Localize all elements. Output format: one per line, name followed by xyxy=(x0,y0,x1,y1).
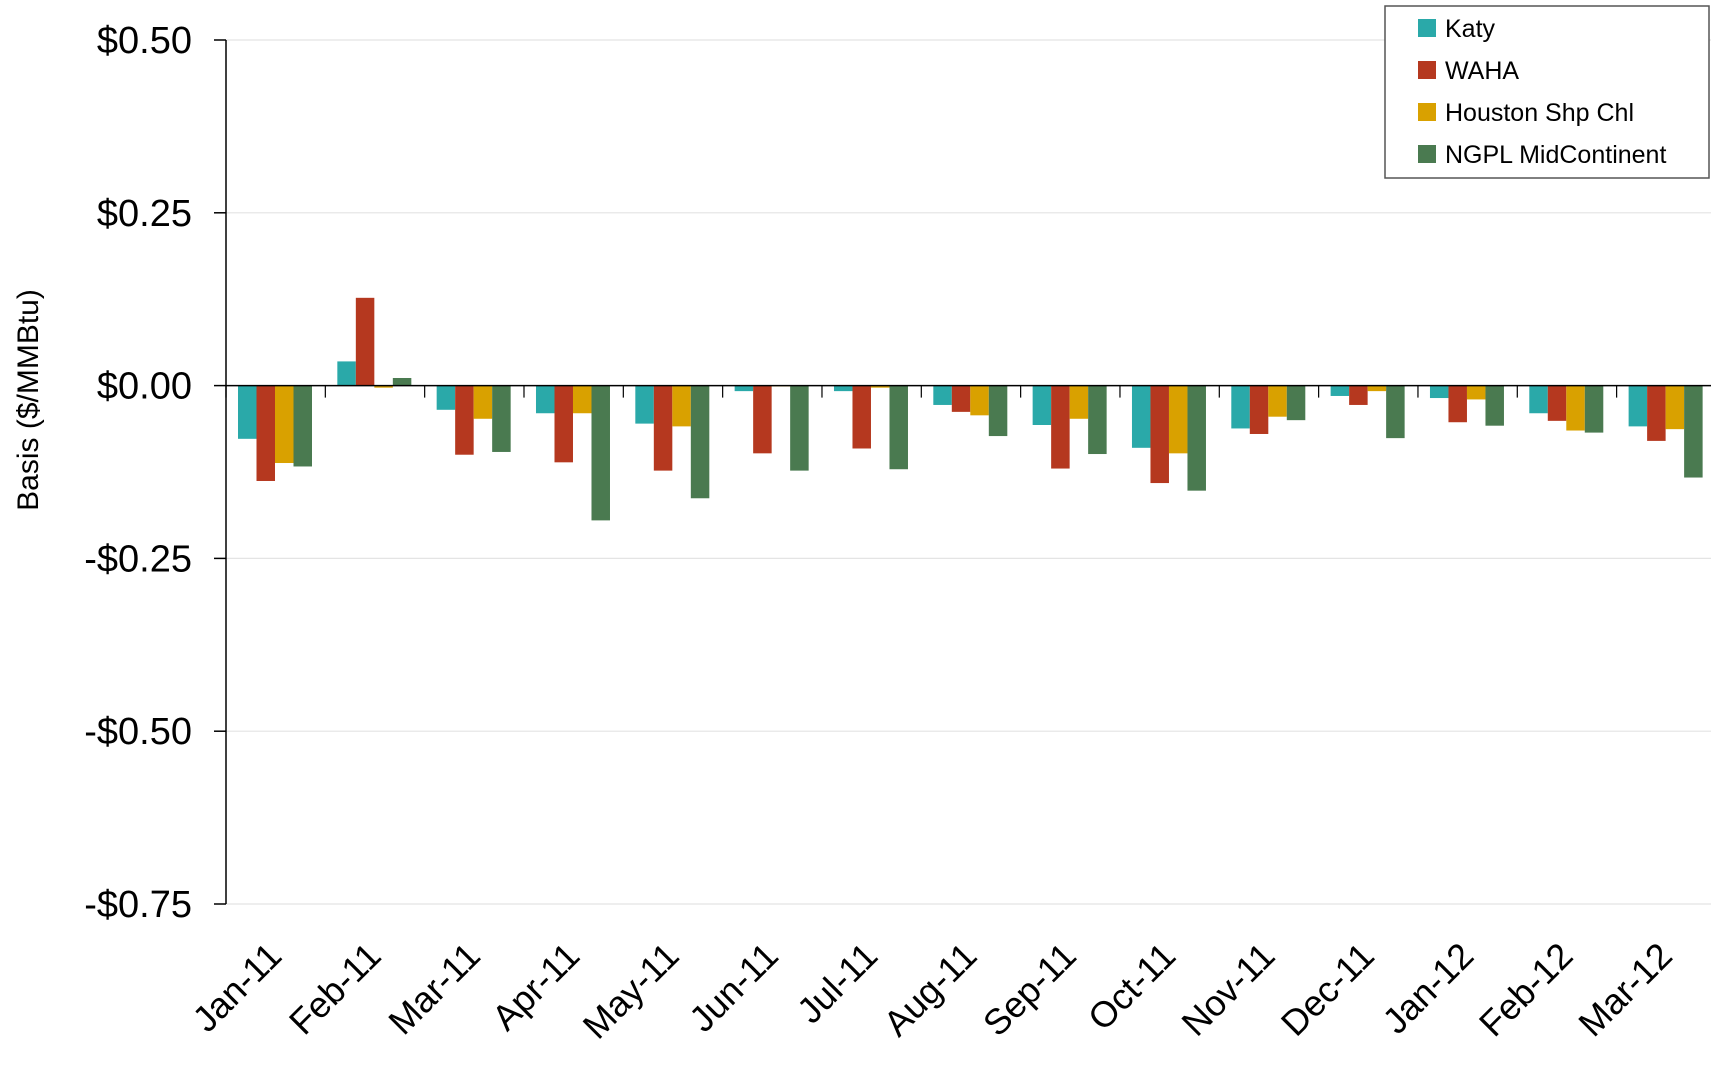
bar-katy-feb-12 xyxy=(1529,385,1548,414)
x-category-label: Aug-11 xyxy=(875,935,984,1044)
bar-katy-dec-11 xyxy=(1330,385,1350,396)
legend-swatch xyxy=(1418,103,1436,121)
bar-ngpl-midcontinent-feb-11 xyxy=(392,377,412,386)
bar-katy-jan-11 xyxy=(238,385,257,439)
bar-katy-may-11 xyxy=(635,385,654,424)
legend: Katy WAHA Houston Shp Chl NGPL MidContinent xyxy=(1384,5,1710,179)
y-tick-label: -$0.25 xyxy=(84,538,192,580)
bar-waha-jun-11 xyxy=(753,385,772,454)
bar-katy-feb-11 xyxy=(337,361,356,386)
bar-houston-shp-chl-feb-12 xyxy=(1566,385,1585,431)
bar-waha-mar-11 xyxy=(455,385,474,455)
axes xyxy=(214,39,1711,905)
bar-ngpl-midcontinent-apr-11 xyxy=(591,385,610,521)
bar-houston-shp-chl-aug-11 xyxy=(970,385,989,416)
bar-katy-oct-11 xyxy=(1131,385,1151,448)
x-category-label: Nov-11 xyxy=(1173,935,1282,1044)
bar-ngpl-midcontinent-nov-11 xyxy=(1286,385,1306,421)
legend-label: Houston Shp Chl xyxy=(1445,99,1634,127)
bar-waha-apr-11 xyxy=(554,385,573,463)
bar-houston-shp-chl-jan-11 xyxy=(275,385,294,464)
bar-houston-shp-chl-dec-11 xyxy=(1367,385,1387,392)
y-tick-label: $0.00 xyxy=(97,366,192,408)
legend-swatch xyxy=(1418,19,1436,37)
bar-ngpl-midcontinent-sep-11 xyxy=(1088,385,1107,455)
bar-waha-dec-11 xyxy=(1349,385,1368,405)
x-category-label: Jan-11 xyxy=(184,935,289,1040)
bar-waha-feb-12 xyxy=(1547,385,1567,421)
bar-katy-jun-11 xyxy=(734,385,754,392)
bar-waha-nov-11 xyxy=(1249,385,1269,434)
bar-katy-jan-12 xyxy=(1429,385,1449,399)
bar-houston-shp-chl-apr-11 xyxy=(572,385,592,414)
x-category-label: Apr-11 xyxy=(484,935,588,1039)
bar-waha-mar-12 xyxy=(1647,385,1666,441)
x-category-label: Jan-12 xyxy=(1374,935,1481,1042)
legend-frame xyxy=(1384,5,1710,179)
bar-houston-shp-chl-sep-11 xyxy=(1069,385,1089,419)
y-axis-title: Basis ($/MMBtu) xyxy=(12,289,45,511)
bar-waha-sep-11 xyxy=(1051,385,1070,469)
x-category-label: Oct-11 xyxy=(1080,935,1184,1039)
legend-label: NGPL MidContinent xyxy=(1445,141,1666,169)
bar-ngpl-midcontinent-jan-12 xyxy=(1485,385,1504,426)
bar-ngpl-midcontinent-oct-11 xyxy=(1187,385,1206,491)
bar-katy-apr-11 xyxy=(535,385,555,414)
y-tick-label: $0.50 xyxy=(97,20,192,62)
bar-ngpl-midcontinent-jul-11 xyxy=(889,385,908,470)
bar-waha-jan-11 xyxy=(256,385,275,481)
bar-ngpl-midcontinent-may-11 xyxy=(690,385,710,499)
bar-houston-shp-chl-mar-11 xyxy=(473,385,493,419)
x-category-label: Jul-11 xyxy=(789,935,885,1031)
bar-houston-shp-chl-may-11 xyxy=(672,385,691,427)
bar-waha-oct-11 xyxy=(1150,385,1169,484)
bar-katy-mar-11 xyxy=(436,385,456,410)
bar-waha-aug-11 xyxy=(951,385,971,412)
x-category-label: Mar-11 xyxy=(380,935,488,1043)
legend-label: Katy xyxy=(1445,15,1496,43)
bars xyxy=(238,297,1703,521)
bar-waha-may-11 xyxy=(653,385,673,471)
legend-swatch xyxy=(1418,61,1436,79)
bar-ngpl-midcontinent-aug-11 xyxy=(988,385,1008,437)
legend-swatch xyxy=(1418,145,1436,163)
y-tick-label: -$0.50 xyxy=(84,711,192,753)
x-category-label: Jun-11 xyxy=(681,935,786,1040)
x-category-label: May-11 xyxy=(575,935,687,1047)
bar-ngpl-midcontinent-mar-11 xyxy=(492,385,511,452)
bar-katy-sep-11 xyxy=(1032,385,1052,425)
bar-houston-shp-chl-nov-11 xyxy=(1268,385,1287,417)
bar-houston-shp-chl-jan-12 xyxy=(1466,385,1486,400)
legend-label: WAHA xyxy=(1445,57,1519,85)
bar-ngpl-midcontinent-jun-11 xyxy=(790,385,809,471)
bar-ngpl-midcontinent-dec-11 xyxy=(1386,385,1405,439)
x-category-label: Dec-11 xyxy=(1273,935,1382,1044)
y-tick-label: -$0.75 xyxy=(84,884,192,926)
y-tick-labels: $0.50 $0.25 $0.00 -$0.25 -$0.50 -$0.75 xyxy=(84,20,192,926)
bar-houston-shp-chl-mar-12 xyxy=(1665,385,1685,430)
bar-houston-shp-chl-feb-11 xyxy=(374,385,393,388)
bar-katy-jul-11 xyxy=(833,385,853,392)
bar-ngpl-midcontinent-feb-12 xyxy=(1584,385,1604,433)
x-category-label: Feb-12 xyxy=(1471,935,1581,1045)
x-category-label: Feb-11 xyxy=(281,935,389,1043)
bar-waha-feb-11 xyxy=(355,297,375,386)
y-tick-label: $0.25 xyxy=(97,193,192,235)
bar-houston-shp-chl-oct-11 xyxy=(1168,385,1188,454)
bar-katy-aug-11 xyxy=(933,385,952,405)
bar-houston-shp-chl-jul-11 xyxy=(870,385,890,388)
bar-ngpl-midcontinent-jan-11 xyxy=(293,385,312,467)
bar-katy-nov-11 xyxy=(1231,385,1250,429)
bar-katy-mar-12 xyxy=(1628,385,1648,427)
bar-waha-jul-11 xyxy=(852,385,871,449)
bar-waha-jan-12 xyxy=(1448,385,1467,423)
x-category-label: Sep-11 xyxy=(975,935,1084,1044)
x-category-label: Mar-12 xyxy=(1570,935,1680,1045)
bar-ngpl-midcontinent-mar-12 xyxy=(1684,385,1703,478)
